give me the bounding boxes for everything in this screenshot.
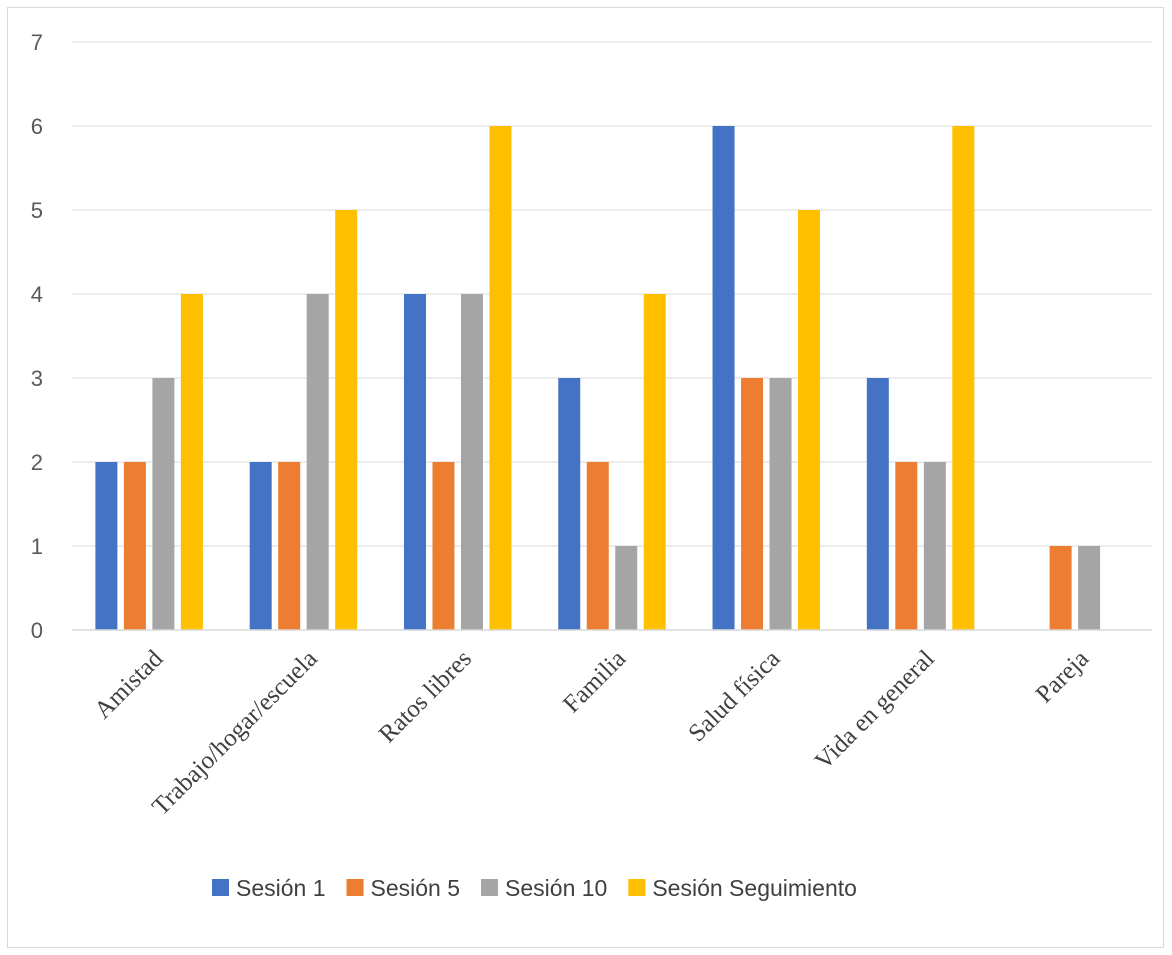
- bar: [335, 210, 358, 630]
- y-tick-label: 6: [31, 114, 43, 139]
- legend-swatch: [212, 879, 229, 896]
- y-tick-label: 5: [31, 198, 43, 223]
- legend-label: Sesión 5: [371, 875, 461, 901]
- bar: [123, 462, 146, 630]
- x-tick-label: Amistad: [89, 645, 168, 724]
- legend: Sesión 1 Sesión 5 Sesión 10 Sesión Seguimie…: [212, 875, 857, 901]
- legend-label: Sesión 10: [505, 875, 607, 901]
- x-tick-label: Vida en general: [810, 645, 940, 775]
- bar: [152, 378, 175, 630]
- bar: [712, 126, 735, 630]
- legend-label: Sesión Seguimiento: [652, 875, 857, 901]
- gridlines: [72, 41, 1152, 547]
- x-tick-label: Salud física: [683, 645, 785, 747]
- bar: [586, 462, 609, 630]
- bar: [403, 294, 426, 630]
- bar: [180, 294, 203, 630]
- bar: [432, 462, 455, 630]
- bar: [306, 294, 329, 630]
- bar: [1049, 546, 1072, 630]
- x-tick-label: Familia: [558, 645, 631, 718]
- bar: [769, 378, 792, 630]
- y-tick-label: 7: [31, 30, 43, 55]
- x-tick-label: Pareja: [1031, 645, 1094, 708]
- bar: [923, 462, 946, 630]
- bar: [460, 294, 483, 630]
- legend-swatch: [346, 879, 364, 896]
- bar: [895, 462, 918, 630]
- bar: [643, 294, 666, 630]
- bar: [615, 546, 638, 630]
- x-tick-label: Ratos libres: [374, 645, 477, 748]
- y-axis-ticks: 0 1 2 3 4 5 6 7: [31, 30, 43, 643]
- y-tick-label: 2: [31, 450, 43, 475]
- bar: [741, 378, 764, 630]
- y-tick-label: 1: [31, 534, 43, 559]
- y-tick-label: 0: [31, 618, 43, 643]
- bar: [249, 462, 272, 630]
- bars: [95, 126, 1101, 630]
- y-tick-label: 4: [31, 282, 43, 307]
- y-tick-label: 3: [31, 366, 43, 391]
- bar: [1078, 546, 1101, 630]
- legend-swatch: [481, 879, 499, 896]
- bar: [866, 378, 889, 630]
- legend-label: Sesión 1: [236, 875, 326, 901]
- legend-swatch: [628, 879, 646, 896]
- bar: [558, 378, 581, 630]
- bar: [798, 210, 821, 630]
- bar: [952, 126, 975, 630]
- bar: [489, 126, 512, 630]
- bar: [278, 462, 301, 630]
- bar: [95, 462, 118, 630]
- x-tick-label: Trabajo/hogar/escuela: [147, 645, 323, 821]
